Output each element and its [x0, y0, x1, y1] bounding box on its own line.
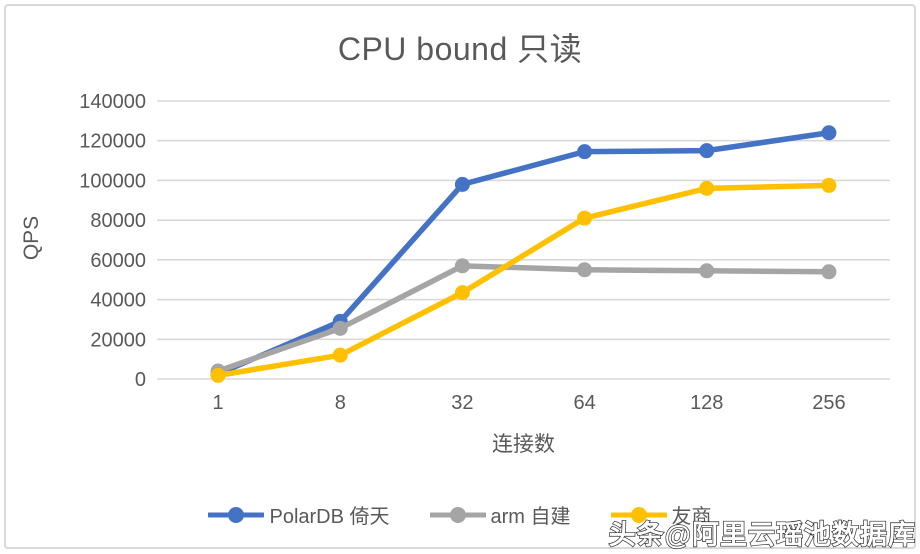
x-axis-title: 连接数 — [492, 433, 555, 456]
legend-label: 友商 — [671, 506, 712, 528]
legend-item: PolarDB 倚天 — [208, 500, 390, 529]
chart-card — [4, 4, 916, 549]
x-tick-label: 8 — [335, 392, 346, 414]
legend-dot — [228, 506, 245, 523]
data-point-marker — [454, 258, 470, 274]
y-tick-label: 40000 — [90, 290, 146, 312]
series-line — [215, 182, 832, 379]
y-tick-label: 100000 — [79, 170, 146, 192]
watermark: 头条@阿里云瑶池数据库 — [608, 519, 916, 550]
data-point-marker — [821, 264, 837, 280]
legend-dot — [630, 506, 647, 523]
x-tick-label: 64 — [573, 392, 595, 414]
legend-item: arm 自建 — [429, 500, 571, 529]
y-tick-label: 0 — [135, 369, 146, 391]
y-tick-label: 20000 — [90, 329, 146, 351]
data-point-marker — [454, 285, 470, 301]
x-tick-label: 1 — [213, 392, 224, 414]
series-line — [215, 130, 832, 377]
legend: PolarDB 倚天 arm 自建 友商 — [0, 500, 920, 529]
legend-item: 友商 — [610, 500, 712, 529]
data-point-marker — [577, 262, 593, 278]
data-point-marker — [332, 320, 348, 336]
series-line — [215, 263, 832, 374]
x-tick-label: 256 — [812, 392, 845, 414]
data-point-marker — [699, 263, 715, 279]
legend-marker-icon — [429, 506, 486, 523]
data-point-marker — [821, 125, 837, 141]
x-tick-label: 128 — [690, 392, 723, 414]
y-tick-label: 140000 — [79, 91, 146, 113]
legend-marker-icon — [610, 506, 667, 523]
legend-label: arm 自建 — [490, 506, 571, 528]
data-point-marker — [454, 176, 470, 192]
legend-label: PolarDB 倚天 — [269, 506, 390, 528]
plot-area: 0 20000 40000 60000 80000 100000 120000 140000 1… — [79, 91, 890, 414]
data-point-marker — [210, 367, 226, 383]
y-tick-label: 120000 — [79, 131, 146, 153]
data-point-marker — [821, 177, 837, 193]
data-point-marker — [577, 144, 593, 160]
data-point-marker — [577, 210, 593, 226]
x-tick-label: 32 — [451, 392, 473, 414]
chart-title: CPU bound 只读 — [337, 31, 583, 67]
legend-marker-icon — [208, 506, 265, 523]
data-point-marker — [699, 143, 715, 159]
data-point-marker — [699, 180, 715, 196]
legend-dot — [449, 506, 466, 523]
data-point-marker — [332, 347, 348, 363]
y-tick-label: 60000 — [90, 250, 146, 272]
y-tick-label: 80000 — [90, 210, 146, 232]
